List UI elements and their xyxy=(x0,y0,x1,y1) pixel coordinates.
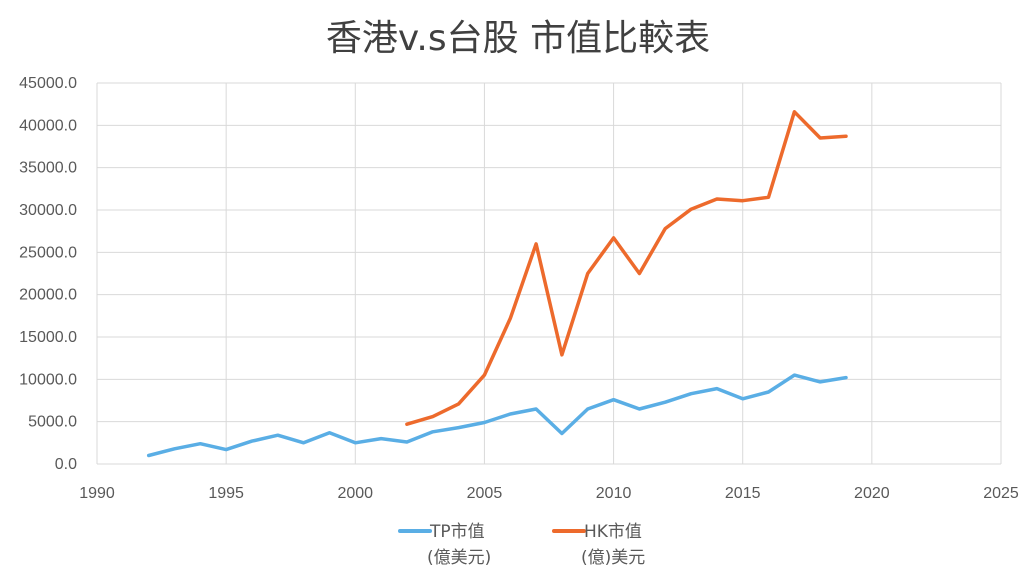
x-tick-label: 2000 xyxy=(337,485,373,502)
y-tick-label: 45000.0 xyxy=(19,75,77,92)
y-tick-label: 25000.0 xyxy=(19,244,77,261)
x-tick-label: 2020 xyxy=(854,485,890,502)
y-tick-label: 30000.0 xyxy=(19,202,77,219)
x-tick-label: 2010 xyxy=(596,485,632,502)
x-tick-label: 2015 xyxy=(725,485,761,502)
y-tick-label: 10000.0 xyxy=(19,371,77,388)
x-tick-label: 1990 xyxy=(79,485,115,502)
series-lines xyxy=(146,110,848,458)
legend-label: HK市值 xyxy=(584,522,642,542)
legend-label: (億)美元 xyxy=(581,548,645,568)
x-tick-label: 2025 xyxy=(983,485,1019,502)
legend-label: (億美元) xyxy=(427,548,491,568)
gridlines xyxy=(96,82,1002,465)
y-tick-label: 0.0 xyxy=(55,456,77,473)
y-tick-label: 35000.0 xyxy=(19,160,77,177)
y-tick-label: 5000.0 xyxy=(28,414,77,431)
y-tick-label: 20000.0 xyxy=(19,287,77,304)
x-tick-label: 2005 xyxy=(467,485,503,502)
series-line-2 xyxy=(405,110,848,426)
legend: TP市值 (億美元) HK市值 (億)美元 xyxy=(398,522,645,568)
chart-title: 香港v.s台股 市值比較表 xyxy=(326,18,710,59)
series-line-1 xyxy=(146,373,848,458)
y-tick-label: 15000.0 xyxy=(19,329,77,346)
x-tick-label: 1995 xyxy=(208,485,244,502)
axis-tick-labels: 0.0 5000.0 10000.0 15000.0 20000.0 25000.0 300… xyxy=(19,75,1019,502)
y-tick-label: 40000.0 xyxy=(19,117,77,134)
legend-label: TP市值 xyxy=(429,522,485,542)
